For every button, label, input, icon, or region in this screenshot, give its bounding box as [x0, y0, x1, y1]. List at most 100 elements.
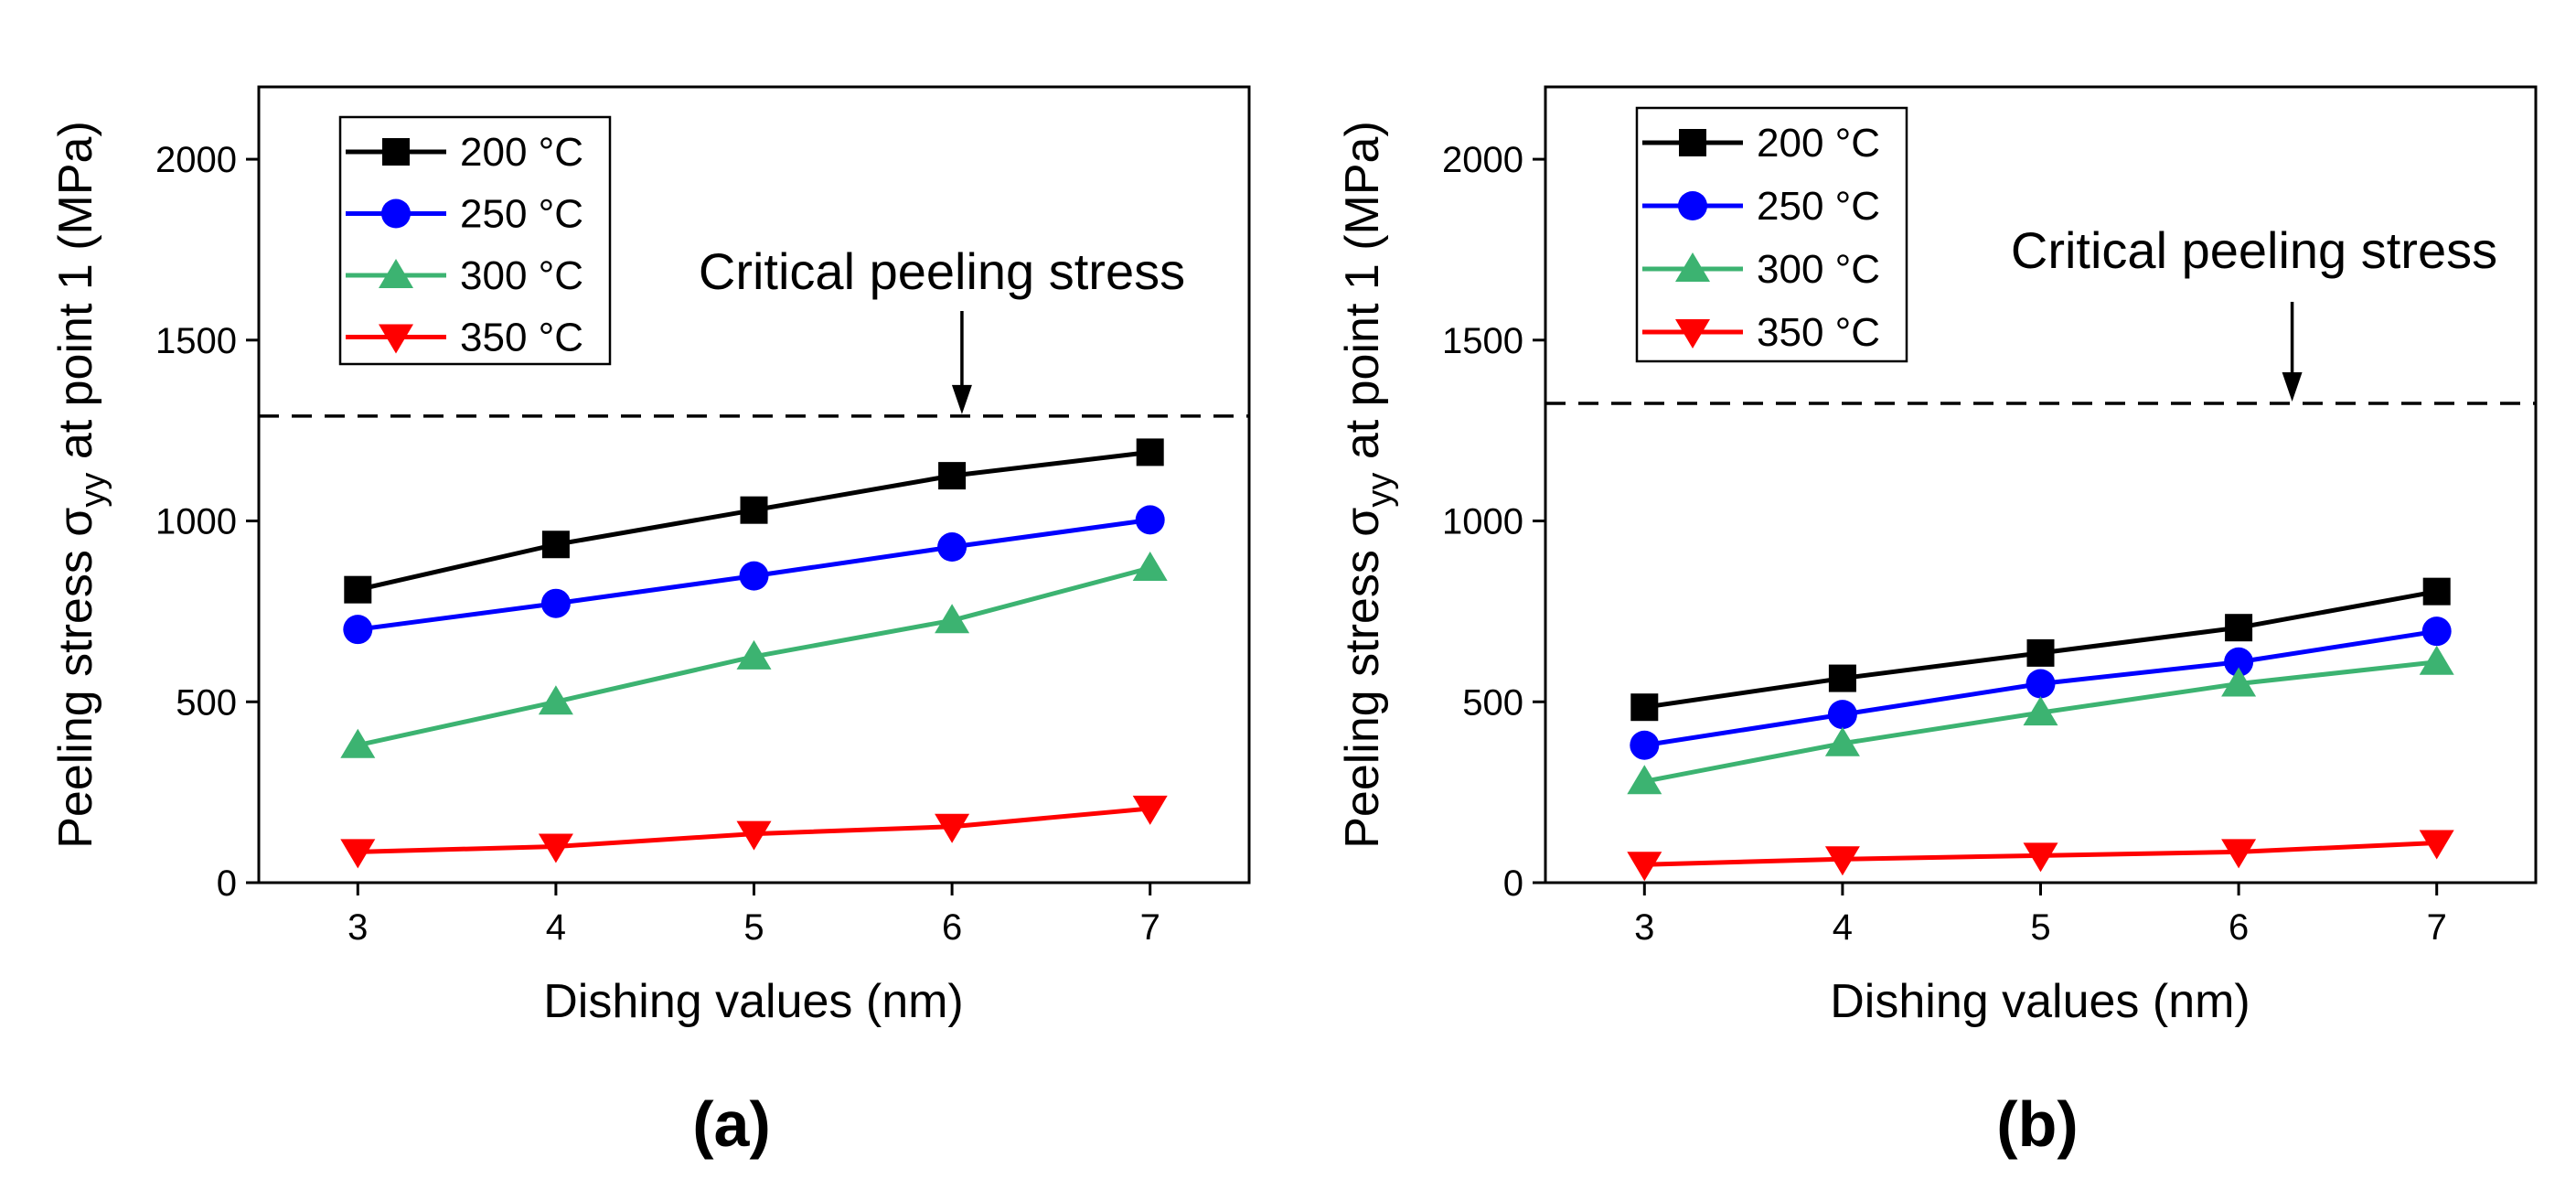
legend-label: 300 °C: [460, 253, 583, 298]
data-point: [2023, 696, 2058, 726]
data-point: [2224, 647, 2254, 677]
x-tick-label: 6: [2229, 907, 2249, 948]
data-point: [340, 728, 376, 758]
reference-layer: [1545, 302, 2536, 405]
annotation-arrow-head: [2282, 372, 2303, 402]
data-point: [2023, 842, 2058, 873]
data-point: [938, 462, 967, 490]
legend-label: 200 °C: [1757, 121, 1880, 166]
legend-label: 250 °C: [1757, 184, 1880, 229]
x-tick-label: 5: [743, 907, 764, 948]
y-tick-label: 0: [1503, 863, 1523, 904]
data-point: [538, 685, 573, 715]
annotation-arrow-head: [951, 384, 972, 414]
legend-label: 350 °C: [460, 316, 583, 360]
legend-label: 200 °C: [460, 130, 583, 175]
data-point: [538, 833, 573, 863]
data-point: [340, 839, 376, 869]
data-point: [739, 561, 769, 591]
y-axis-title-subscript: yy: [74, 473, 112, 508]
y-axis-title: Peeling stress σyy at point 1 (MPa): [1336, 121, 1399, 849]
y-tick-label: 500: [176, 682, 237, 723]
chart-panel-a: 3 4 5 6 7 0 500 1000 1500 2000 Peeling stress σyy…: [49, 85, 1251, 1160]
legend-items: 200 °C 250 °C 300 °C 350 °C: [1642, 121, 1880, 355]
data-point: [740, 496, 768, 524]
data-point: [2026, 669, 2056, 699]
reference-layer: [259, 311, 1249, 418]
x-tick-label: 5: [2030, 907, 2050, 948]
x-tick-label: 7: [1140, 907, 1160, 948]
data-point: [1824, 846, 1860, 876]
legend-label: 350 °C: [1757, 310, 1880, 355]
y-axis-title-main: Peeling stress σ: [49, 508, 102, 849]
legend-swatch-marker: [381, 198, 411, 229]
data-point: [2221, 667, 2257, 697]
data-point: [1827, 700, 1857, 730]
series-layer: [340, 438, 1168, 869]
data-point: [2419, 830, 2454, 860]
y-axis-title-rest: at point 1 (MPa): [49, 121, 102, 472]
x-tick-label: 3: [1634, 907, 1654, 948]
y-axis-title: Peeling stress σyy at point 1 (MPa): [49, 121, 112, 849]
data-point: [2225, 614, 2253, 642]
y-tick-label: 2000: [155, 140, 237, 180]
data-point: [1627, 765, 1662, 795]
data-point: [2422, 577, 2451, 606]
data-point: [2026, 638, 2055, 667]
data-point: [541, 531, 570, 559]
data-point: [1627, 852, 1662, 882]
data-point: [2221, 839, 2257, 869]
legend-swatch-marker: [1679, 129, 1706, 156]
axis-ticks: 3 4 5 6 7 0 500 1000 1500 2000: [155, 140, 1160, 948]
x-axis-title: Dishing values (nm): [543, 975, 964, 1028]
data-point: [2421, 616, 2452, 647]
data-point: [736, 639, 772, 670]
data-point: [1132, 551, 1168, 581]
critical-stress-annotation: Critical peeling stress: [699, 242, 1185, 300]
data-point: [1135, 505, 1165, 535]
y-tick-label: 1500: [1442, 321, 1523, 361]
panel-label: (b): [1996, 1088, 2078, 1160]
data-point: [1828, 664, 1856, 692]
data-point: [937, 532, 967, 563]
legend-swatch-marker: [382, 138, 410, 166]
legend-swatch-marker: [379, 259, 413, 288]
x-tick-label: 4: [1833, 907, 1853, 948]
y-tick-label: 2000: [1442, 140, 1523, 180]
x-tick-label: 6: [942, 907, 962, 948]
data-point: [344, 575, 372, 604]
legend-swatch-marker: [1675, 252, 1710, 282]
legend-swatch-marker: [1675, 319, 1710, 348]
data-point: [1630, 730, 1660, 760]
y-tick-label: 1500: [155, 321, 237, 361]
legend: 200 °C 250 °C 300 °C 350 °C: [338, 115, 612, 366]
panel-label: (a): [692, 1088, 771, 1160]
y-axis-title-rest: at point 1 (MPa): [1336, 121, 1389, 472]
data-point: [935, 604, 970, 634]
y-tick-label: 1000: [1442, 502, 1523, 542]
legend-swatch-marker: [1678, 191, 1707, 220]
legend-swatch-marker: [379, 324, 413, 354]
axis-ticks: 3 4 5 6 7 0 500 1000 1500 2000: [1442, 140, 2447, 948]
data-point: [935, 813, 970, 843]
data-point: [1132, 795, 1168, 825]
x-tick-label: 4: [546, 907, 566, 948]
critical-stress-annotation: Critical peeling stress: [2011, 221, 2497, 279]
legend-label: 250 °C: [460, 192, 583, 237]
y-tick-label: 1000: [155, 502, 237, 542]
data-point: [540, 588, 571, 618]
data-point: [1630, 693, 1659, 722]
x-tick-label: 3: [347, 907, 368, 948]
data-point: [736, 820, 772, 851]
y-tick-label: 0: [217, 863, 237, 904]
y-axis-title-main: Peeling stress σ: [1336, 508, 1389, 849]
chart-panel-b: 3 4 5 6 7 0 500 1000 1500 2000 Peeling stress σyy…: [1336, 85, 2538, 1160]
x-tick-label: 7: [2427, 907, 2447, 948]
legend-items: 200 °C 250 °C 300 °C 350 °C: [346, 130, 583, 360]
legend: 200 °C 250 °C 300 °C 350 °C: [1635, 106, 1908, 363]
data-point: [343, 615, 373, 645]
data-point: [1824, 726, 1860, 756]
x-axis-title: Dishing values (nm): [1830, 975, 2250, 1028]
legend-label: 300 °C: [1757, 247, 1880, 292]
